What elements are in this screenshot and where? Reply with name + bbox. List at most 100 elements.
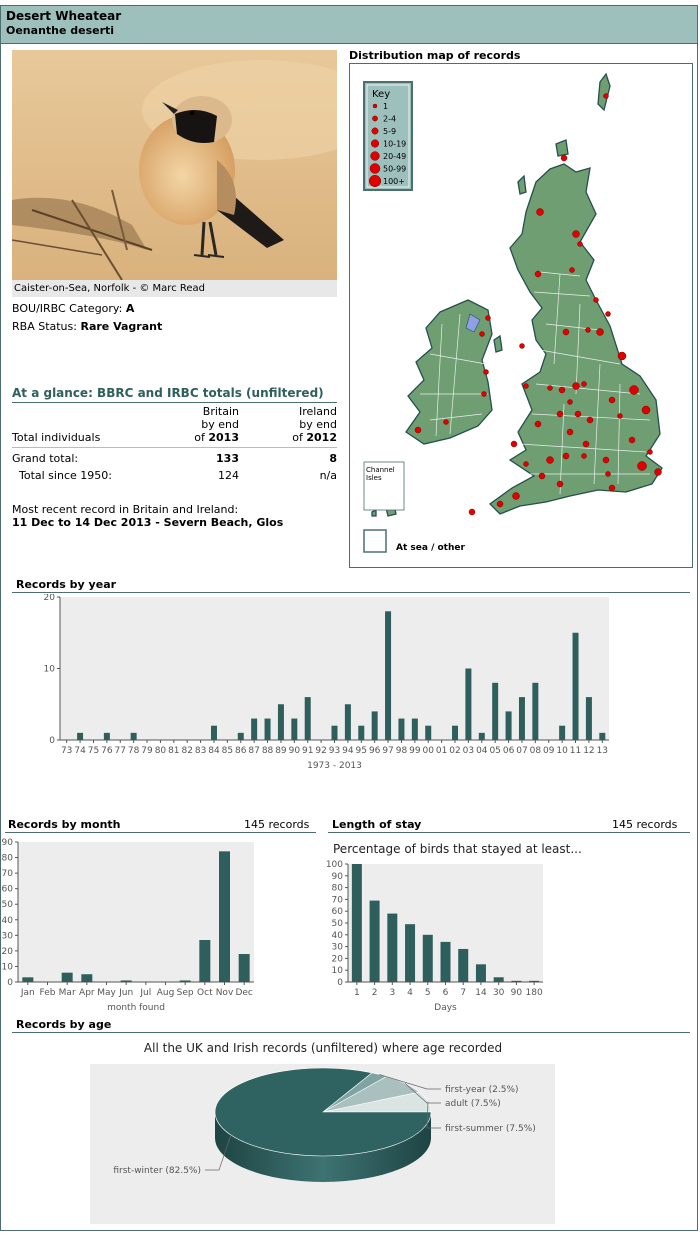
record-dot: [647, 449, 653, 455]
x-tick-label: 10: [556, 746, 568, 756]
bar-96: [371, 711, 378, 740]
y-tick-label: 10: [332, 966, 344, 976]
x-tick-label: 84: [208, 746, 220, 756]
recent-value: 11 Dec to 14 Dec 2013 - Severn Beach, Gl…: [12, 516, 284, 529]
record-dot: [556, 480, 564, 488]
stay-chart-title: Percentage of birds that stayed at least…: [333, 842, 582, 856]
x-tick-label: 96: [369, 746, 381, 756]
record-dot: [574, 410, 582, 418]
record-dot: [629, 385, 639, 395]
col-ireland-header: Ireland by end of 2012: [277, 405, 337, 444]
x-tick-label: Apr: [79, 988, 95, 998]
channel-label-1: Channel: [366, 466, 395, 474]
x-axis-label: 1973 - 2013: [307, 761, 362, 771]
bar-78: [130, 732, 137, 740]
bar-05: [492, 682, 499, 740]
bar-90: [291, 718, 298, 740]
record-dot: [577, 241, 583, 247]
key-title: Key: [372, 89, 390, 100]
record-dot: [562, 452, 570, 460]
record-dot: [547, 385, 553, 391]
record-dot: [641, 405, 651, 415]
pie-label-first-winter: first-winter (82.5%): [113, 1166, 201, 1176]
records-by-month-chart: 0 10 20 30 40 50 60 70 80 90 Jan Feb Mar Apr May Jun Jul…: [2, 838, 254, 1012]
pie-side: [215, 1112, 431, 1182]
record-dot: [605, 311, 611, 317]
key-label-6: 100+: [383, 177, 405, 186]
bar-30: [493, 977, 504, 982]
x-tick-label: 89: [275, 746, 287, 756]
record-dot: [637, 461, 647, 471]
x-tick-label: 90: [289, 746, 301, 756]
record-dot: [512, 492, 520, 500]
record-dot: [546, 456, 554, 464]
col-ireland-l2: by end: [299, 418, 337, 431]
x-tick-label: 87: [248, 746, 259, 756]
recent-label: Most recent record in Britain and Irelan…: [12, 503, 239, 516]
x-tick-label: Dec: [235, 988, 252, 998]
x-tick-label: 01: [436, 746, 447, 756]
bar-Oct: [199, 940, 211, 982]
record-dot: [536, 208, 544, 216]
bar-Dec: [238, 954, 250, 982]
y-tick-label: 10: [44, 665, 56, 675]
bar-99: [411, 718, 418, 740]
at-sea-box: [363, 529, 387, 553]
bar-91: [304, 697, 311, 740]
x-tick-label: 08: [530, 746, 542, 756]
x-tick-label: 180: [526, 988, 543, 998]
bar-Nov: [219, 851, 230, 982]
x-tick-label: 88: [262, 746, 274, 756]
y-tick-label: 50: [2, 900, 14, 910]
key-label-5: 50-99: [383, 165, 406, 174]
y-tick-label: 20: [332, 954, 344, 964]
record-dot: [585, 327, 591, 333]
bar-98: [398, 718, 405, 740]
x-tick-label: 30: [493, 988, 505, 998]
bar-89: [277, 704, 284, 740]
bar-Mar: [61, 972, 73, 982]
x-tick-label: 07: [516, 746, 527, 756]
by-year-rule: [12, 592, 690, 593]
y-tick-label: 30: [2, 931, 14, 941]
bar-Jan: [22, 977, 34, 982]
x-tick-label: 00: [423, 746, 435, 756]
y-tick-label: 70: [332, 895, 344, 905]
y-tick-label: 70: [2, 869, 14, 879]
key-label-1: 2-4: [383, 115, 396, 124]
col-ireland-l1: Ireland: [298, 405, 337, 418]
key-dot-0: [372, 103, 378, 109]
x-tick-label: 74: [74, 746, 86, 756]
bar-13: [599, 732, 606, 740]
x-tick-label: 76: [101, 746, 113, 756]
record-dot: [485, 315, 491, 321]
record-dots: [372, 93, 662, 516]
bar-93: [331, 725, 338, 740]
bar-12: [585, 697, 592, 740]
x-tick-label: 82: [181, 746, 192, 756]
y-tick-label: 60: [332, 907, 344, 917]
pie-label-adult: adult (7.5%): [445, 1099, 501, 1109]
key-label-0: 1: [383, 102, 388, 111]
map-key: Key: [363, 81, 413, 191]
record-dot: [562, 328, 570, 336]
x-tick-label: 97: [382, 746, 393, 756]
record-dot: [581, 381, 587, 387]
x-tick-label: 79: [141, 746, 153, 756]
bar-00: [425, 725, 432, 740]
record-dot: [608, 396, 616, 404]
record-dot: [572, 382, 580, 390]
plot-area: [60, 597, 609, 740]
x-tick-label: 1: [354, 988, 360, 998]
y-tick-label: 10: [2, 962, 14, 972]
pie-leader-line: [404, 1083, 441, 1104]
y-tick-label: 60: [2, 885, 14, 895]
since-label: Total since 1950:: [19, 469, 112, 482]
bar-10: [559, 725, 566, 740]
key-dot-2: [371, 127, 379, 135]
record-dot: [608, 484, 616, 492]
x-tick-label: 2: [372, 988, 378, 998]
x-tick-label: May: [97, 988, 116, 998]
bar-14: [475, 964, 486, 982]
